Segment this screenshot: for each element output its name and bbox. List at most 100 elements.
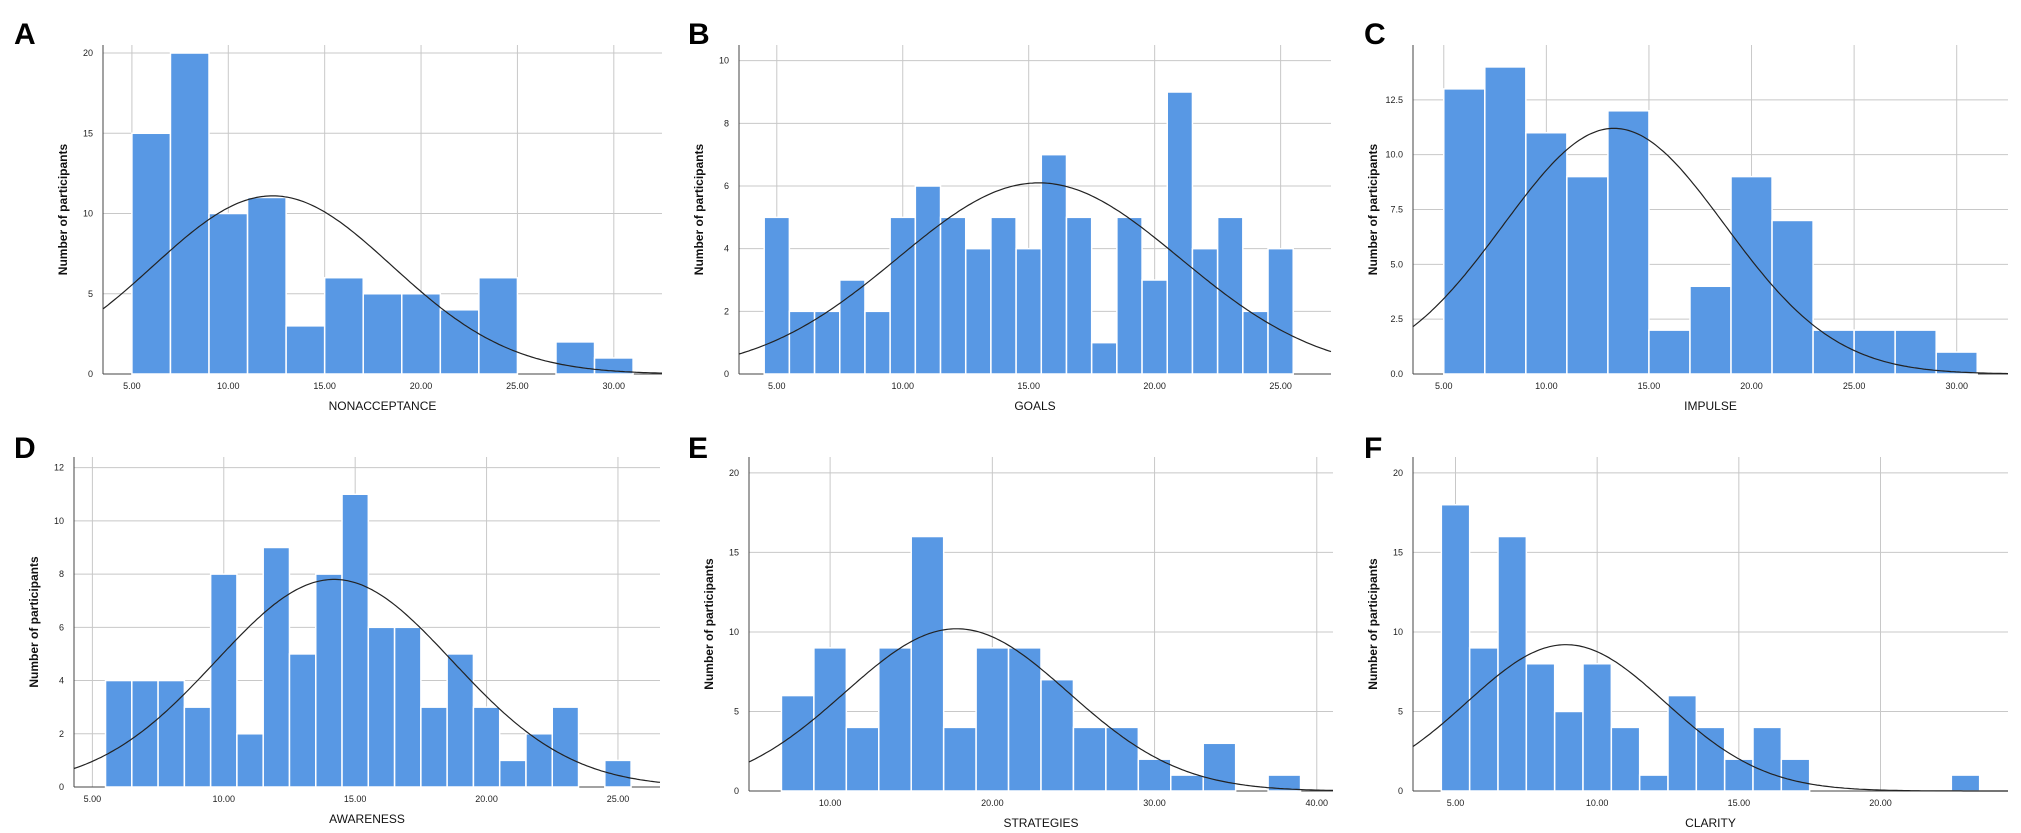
y-tick-label: 8 [724,118,729,128]
x-axis-title: STRATEGIES [1003,816,1078,830]
panel-letter-e: E [688,432,708,465]
x-tick-label: 5.00 [1435,381,1453,391]
x-tick-label: 10.00 [891,381,914,391]
x-tick-label: 15.00 [1017,381,1040,391]
y-tick-label: 0 [59,782,64,792]
y-tick-label: 0 [734,786,739,796]
histogram-bar [1525,131,1568,375]
normal-curve [748,628,1333,791]
histogram-bar [1116,216,1143,375]
histogram-bar [1090,341,1118,375]
histogram-bar [323,276,364,375]
x-tick-label: 10.00 [1535,381,1558,391]
y-tick-label: 0.0 [1390,369,1403,379]
histogram-bar [1141,279,1169,375]
histogram-bar [1935,351,1978,375]
y-tick-label: 10 [54,516,64,526]
y-axis-title: Number of participants [1366,144,1380,276]
histogram-bar [914,185,942,375]
histogram-bar [1267,247,1294,375]
histogram-bar [1137,758,1172,792]
x-axis-title: GOALS [1014,399,1055,413]
histogram-bar [1065,216,1093,375]
panel-c: C 0.0 2.5 5.0 7.5 10.0 12.5 5.00 10.00 15.00 20.00… [1364,18,2009,413]
x-tick-label: 5.00 [84,794,102,804]
y-tick-label: 15 [729,547,739,557]
x-tick-label: 20.00 [1143,381,1166,391]
panel-e: E 0 5 10 15 20 10.00 20.00 30.00 40.00 STRATEGIES N… [688,432,1333,830]
panel-b: B 0 2 4 6 8 10 5.00 10.00 15.00 20.00 25.00 GOALS Num… [688,18,1332,413]
normal-curve [738,182,1332,355]
y-tick-label: 4 [59,676,64,686]
y-tick-label: 5.0 [1390,259,1403,269]
histogram-bar [285,325,326,375]
histogram-bar [401,293,442,375]
histogram-bar [208,212,249,375]
x-tick-label: 5.00 [768,381,786,391]
y-axis-title: Number of participants [56,144,70,276]
histogram-bar [246,196,287,375]
y-tick-label: 5 [1398,706,1403,716]
histogram-bar [878,647,912,792]
histogram-bar [498,759,527,788]
y-tick-label: 10 [83,209,93,219]
histogram-bar [1525,663,1556,792]
panel-d: D 0 2 4 6 8 10 12 5.00 10.00 15.00 20.00 25.00 AWAREN… [14,432,661,826]
normal-curve [1412,644,2008,792]
histogram-bar [446,653,475,788]
y-tick-label: 0 [88,369,93,379]
histogram-bar [763,216,791,375]
histogram-bar [942,726,977,792]
x-tick-label: 10.00 [819,798,842,808]
normal-curve [73,578,661,783]
y-tick-label: 10.0 [1385,150,1403,160]
x-axis-title: AWARENESS [329,812,405,826]
y-tick-label: 8 [59,569,64,579]
histogram-bar [1072,726,1107,792]
histogram-bar [131,679,159,788]
panel-letter-a: A [14,18,36,51]
histogram-bar [1202,742,1237,792]
histogram-bar [975,647,1010,792]
histogram-bar [1105,726,1140,792]
histogram-bar [439,309,480,375]
x-tick-label: 25.00 [607,794,630,804]
y-tick-label: 0 [724,369,729,379]
histogram-bar [104,679,133,788]
histogram-bar [1667,694,1698,792]
histogram-bar [939,216,967,375]
x-tick-label: 5.00 [1447,798,1465,808]
histogram-bar [288,653,317,788]
histogram-bar [1771,219,1814,375]
histogram-bar [1695,726,1726,792]
histogram-bar [209,573,238,788]
histogram-bar [1015,247,1043,375]
histogram-bar [813,647,848,792]
x-tick-label: 40.00 [1306,798,1329,808]
y-axis-title: Number of participants [27,556,41,688]
x-tick-label: 10.00 [217,381,240,391]
x-tick-label: 20.00 [1869,798,1892,808]
panel-letter-d: D [14,432,36,465]
histogram-bar [780,694,815,792]
y-tick-label: 12.5 [1385,95,1403,105]
y-tick-label: 20 [83,48,93,58]
panel-letter-c: C [1364,18,1386,51]
y-tick-label: 5 [88,289,93,299]
histogram-bar [1468,647,1499,792]
histogram-bar [813,310,841,375]
histogram-bar [1752,726,1783,792]
x-axis-title: IMPULSE [1684,399,1737,413]
histogram-bar [1638,774,1669,792]
histogram-bar [1950,774,1981,792]
x-tick-label: 20.00 [410,381,433,391]
y-tick-label: 0 [1398,786,1403,796]
histogram-bar [236,733,264,788]
histogram-bar [889,216,917,375]
y-tick-label: 7.5 [1390,205,1403,215]
histogram-bar [478,276,519,375]
histogram-bar [845,726,880,792]
histogram-bar [1007,647,1042,792]
histogram-bar [183,706,212,788]
histogram-bar [420,706,448,788]
